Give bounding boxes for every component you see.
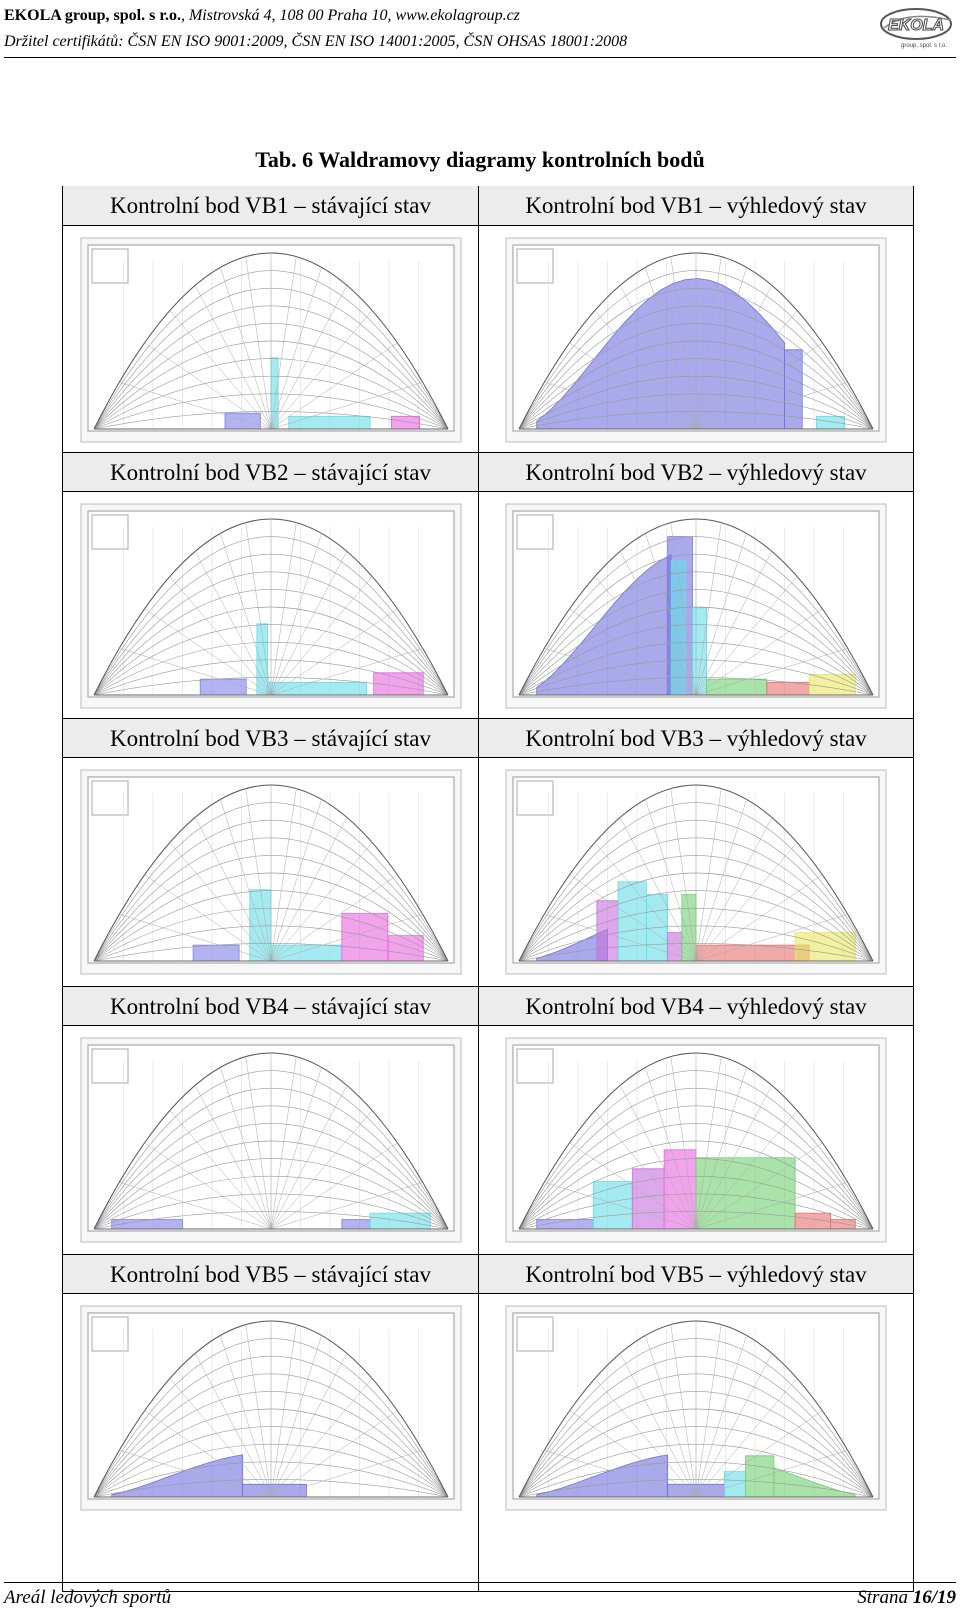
ekola-logo: EKOLA group, spol. s r.o. xyxy=(876,6,954,50)
page-value: 16/19 xyxy=(912,1587,956,1608)
obstruction-area xyxy=(808,674,856,696)
obstruction-area xyxy=(199,678,247,696)
column-divider xyxy=(478,187,479,1591)
table-title: Tab. 6 Waldramovy diagramy kontrolních b… xyxy=(255,147,705,172)
waldram-diagram-graphic xyxy=(505,1305,887,1511)
waldram-diagram-graphic xyxy=(505,503,887,709)
waldram-diagram xyxy=(80,769,462,975)
waldram-diagram-graphic xyxy=(80,1037,461,1243)
company-line: EKOLA group, spol. s r.o., Mistrovská 4,… xyxy=(4,7,520,25)
obstruction-area xyxy=(536,278,785,430)
project-name: Areál ledových sportů xyxy=(4,1587,172,1608)
obstruction-area xyxy=(695,1157,796,1230)
cell-label: Kontrolní bod VB2 – stávající stav xyxy=(63,452,478,492)
obstruction-area xyxy=(536,1454,669,1498)
obstruction-area xyxy=(224,412,261,430)
waldram-diagram xyxy=(505,503,887,709)
waldram-diagram-graphic xyxy=(80,1305,461,1511)
obstruction-area xyxy=(681,894,697,962)
waldram-diagram-table: Kontrolní bod VB1 – stávající stav Kontro… xyxy=(62,186,914,1592)
cell-label: Kontrolní bod VB2 – výhledový stav xyxy=(479,452,913,492)
obstruction-area xyxy=(670,559,686,696)
cell-label: Kontrolní bod VB3 – stávající stav xyxy=(63,718,478,758)
waldram-diagram xyxy=(505,237,887,443)
waldram-diagram-graphic xyxy=(505,237,887,443)
obstruction-area xyxy=(766,681,810,696)
waldram-diagram-graphic xyxy=(505,1037,887,1243)
obstruction-area xyxy=(287,415,371,430)
obstruction-area xyxy=(270,944,342,962)
obstruction-area xyxy=(390,415,420,430)
company-name: EKOLA group, spol. s r.o. xyxy=(4,7,181,24)
page-number: Strana 16/19 xyxy=(857,1587,956,1609)
obstruction-area xyxy=(745,1455,775,1498)
waldram-diagram-graphic xyxy=(80,769,461,975)
obstruction-area xyxy=(815,415,846,430)
waldram-diagram xyxy=(505,769,887,975)
cell-label: Kontrolní bod VB4 – výhledový stav xyxy=(479,986,913,1026)
svg-text:EKOLA: EKOLA xyxy=(888,17,944,34)
cell-label: Kontrolní bod VB5 – stávající stav xyxy=(63,1254,478,1294)
obstruction-area xyxy=(617,881,647,962)
obstruction-area xyxy=(266,681,367,696)
waldram-diagram xyxy=(505,1305,887,1511)
obstruction-area xyxy=(110,1454,243,1498)
obstruction-area xyxy=(592,1181,633,1230)
obstruction-area xyxy=(695,944,810,962)
waldram-diagram xyxy=(80,237,462,443)
cell-label: Kontrolní bod VB3 – výhledový stav xyxy=(479,718,913,758)
waldram-diagram xyxy=(80,503,462,709)
page-footer: Areál ledových sportů Strana 16/19 xyxy=(4,1582,956,1610)
obstruction-area xyxy=(192,944,240,962)
page-prefix: Strana xyxy=(857,1587,913,1608)
waldram-diagram xyxy=(80,1305,462,1511)
waldram-diagram xyxy=(505,1037,887,1243)
cell-label: Kontrolní bod VB1 – výhledový stav xyxy=(479,186,913,226)
obstruction-area xyxy=(110,1219,183,1230)
waldram-diagram xyxy=(80,1037,462,1243)
obstruction-area xyxy=(596,900,619,962)
cell-label: Kontrolní bod VB1 – stávající stav xyxy=(63,186,478,226)
svg-text:group, spol. s r.o.: group, spol. s r.o. xyxy=(901,43,947,49)
obstruction-area xyxy=(773,1467,856,1498)
page-header: EKOLA group, spol. s r.o., Mistrovská 4,… xyxy=(4,4,956,58)
cell-label: Kontrolní bod VB5 – výhledový stav xyxy=(479,1254,913,1294)
waldram-diagram-graphic xyxy=(505,769,887,975)
obstruction-area xyxy=(692,607,708,696)
obstruction-area xyxy=(784,349,803,430)
obstruction-area xyxy=(663,1149,697,1230)
cell-label: Kontrolní bod VB4 – stávající stav xyxy=(63,986,478,1026)
obstruction-area xyxy=(340,1219,371,1230)
waldram-diagram-graphic xyxy=(80,503,461,709)
company-address: , Mistrovská 4, 108 00 Praha 10, www.eko… xyxy=(180,7,520,24)
certificates-line: Držitel certifikátů: ČSN EN ISO 9001:200… xyxy=(4,33,628,50)
obstruction-area xyxy=(631,1168,665,1230)
waldram-diagram-graphic xyxy=(80,237,461,443)
